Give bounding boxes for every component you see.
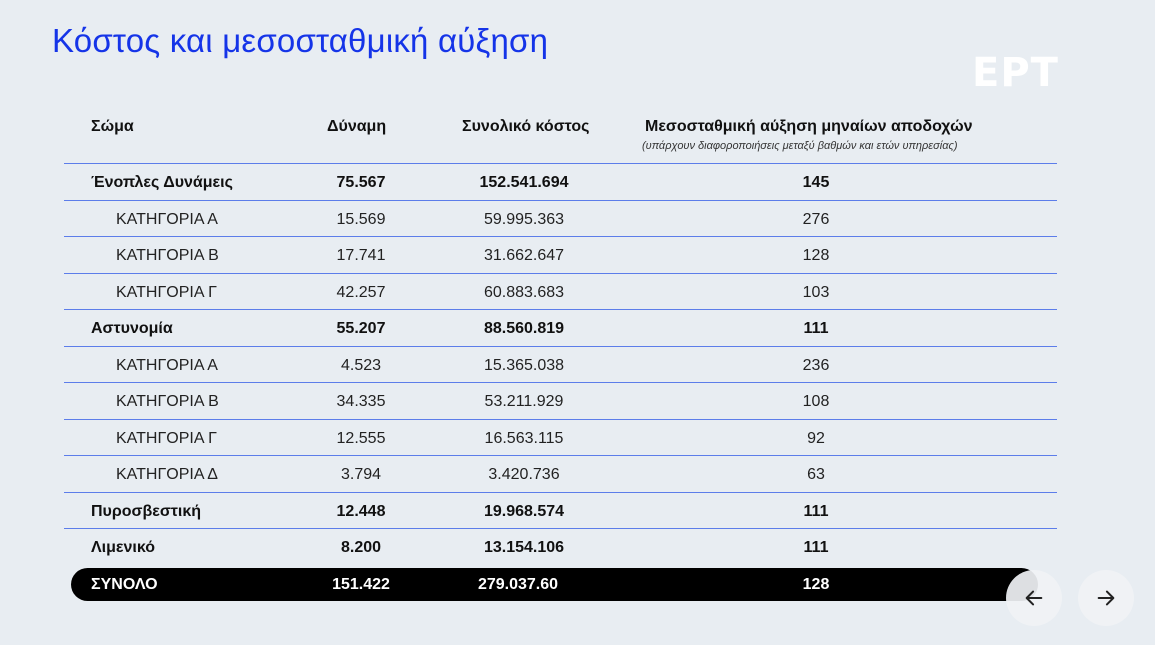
row-raise: 111: [803, 502, 829, 520]
row-name: Ένοπλες Δυνάμεις: [91, 174, 233, 191]
table-row: Πυροσβεστική 12.448 19.968.574 111: [64, 491, 1057, 529]
row-cost: 16.563.115: [484, 429, 564, 447]
header-raise: Μεσοσταθμική αύξηση μηναίων αποδοχών: [645, 118, 973, 135]
row-cost: 13.154.106: [483, 539, 565, 556]
row-raise: 92: [807, 429, 825, 447]
total-name: ΣΥΝΟΛΟ: [91, 576, 158, 593]
row-name: Αστυνομία: [91, 320, 173, 337]
row-name: ΚΑΤΗΓΟΡΙΑ Γ: [116, 429, 217, 447]
table-row: ΚΑΤΗΓΟΡΙΑ Δ 3.794 3.420.736 63: [64, 455, 1057, 492]
header-body: Σώμα: [91, 118, 134, 135]
slide-title: Κόστος και μεσοσταθμική αύξηση: [52, 22, 549, 59]
header-raise-note: (υπάρχουν διαφοροποιήσεις μεταξύ βαθμών …: [642, 140, 958, 152]
total-cost: 279.037.60: [477, 576, 559, 593]
row-raise: 236: [802, 356, 830, 374]
row-name: Πυροσβεστική: [91, 502, 202, 520]
row-raise: 111: [803, 320, 829, 337]
table-row: ΚΑΤΗΓΟΡΙΑ Β 34.335 53.211.929 108: [64, 382, 1057, 419]
row-raise: 63: [807, 466, 825, 483]
row-raise: 108: [802, 393, 830, 410]
row-name: ΚΑΤΗΓΟΡΙΑ Γ: [116, 283, 217, 301]
row-name: ΚΑΤΗΓΟΡΙΑ Α: [116, 210, 218, 228]
row-raise: 103: [802, 283, 830, 301]
header-cost: Συνολικό κόστος: [462, 118, 590, 135]
row-cost: 15.365.038: [483, 356, 565, 374]
table-row: Ένοπλες Δυνάμεις 75.567 152.541.694 145: [64, 163, 1057, 200]
row-cost: 19.968.574: [483, 502, 565, 520]
row-cost: 152.541.694: [479, 174, 569, 191]
row-cost: 60.883.683: [483, 283, 565, 301]
row-name: ΚΑΤΗΓΟΡΙΑ Δ: [116, 466, 218, 483]
table-row: ΚΑΤΗΓΟΡΙΑ Α 15.569 59.995.363 276: [64, 199, 1057, 237]
table-header: Σώμα Δύναμη Συνολικό κόστος Μεσοσταθμική…: [64, 112, 1057, 164]
table-row: ΚΑΤΗΓΟΡΙΑ Γ 42.257 60.883.683 103: [64, 272, 1057, 310]
arrow-left-icon: [1025, 590, 1043, 606]
row-cost: 88.560.819: [483, 320, 565, 337]
row-cost: 3.420.736: [488, 466, 560, 483]
table-row: Λιμενικό 8.200 13.154.106 111: [64, 528, 1057, 565]
total-row: ΣΥΝΟΛΟ 151.422 279.037.60 128: [71, 568, 1038, 601]
row-cost: 31.662.647: [483, 247, 565, 264]
table-row: Αστυνομία 55.207 88.560.819 111: [64, 309, 1057, 346]
row-name: ΚΑΤΗΓΟΡΙΑ Β: [116, 247, 219, 264]
row-cost: 53.211.929: [484, 393, 564, 410]
row-cost: 59.995.363: [483, 210, 565, 228]
row-raise: 128: [802, 247, 830, 264]
table-row: ΚΑΤΗΓΟΡΙΑ Β 17.741 31.662.647 128: [64, 236, 1057, 273]
table-row: ΚΑΤΗΓΟΡΙΑ Γ 12.555 16.563.115 92: [64, 418, 1057, 456]
next-slide-button[interactable]: [1078, 570, 1134, 626]
table-body: Ένοπλες Δυνάμεις 75.567 152.541.694 145 ΚΑΤΗ…: [64, 163, 1057, 565]
row-name: Λιμενικό: [91, 539, 156, 556]
total-raise: 128: [802, 576, 830, 593]
row-raise: 276: [802, 210, 830, 228]
row-name: ΚΑΤΗΓΟΡΙΑ Β: [116, 393, 219, 410]
row-name: ΚΑΤΗΓΟΡΙΑ Α: [116, 356, 218, 374]
table-row: ΚΑΤΗΓΟΡΙΑ Α 4.523 15.365.038 236: [64, 345, 1057, 383]
arrow-right-icon: [1097, 590, 1115, 606]
ert-logo: ΕΡΤ: [972, 50, 1059, 96]
header-force: Δύναμη: [327, 118, 387, 135]
row-raise: 111: [803, 539, 829, 556]
previous-slide-button[interactable]: [1006, 570, 1062, 626]
row-raise: 145: [802, 174, 830, 191]
